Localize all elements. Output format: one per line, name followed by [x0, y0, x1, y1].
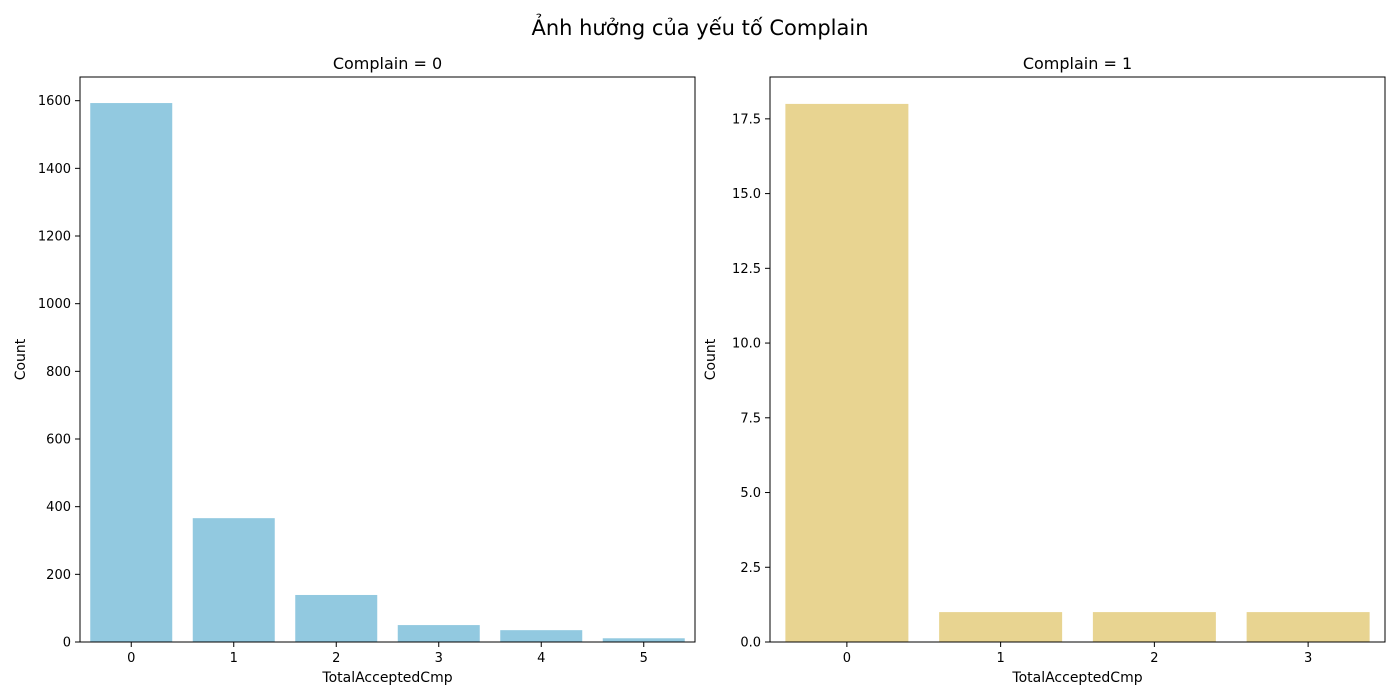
- x-tick-label: 3: [1304, 651, 1312, 666]
- subplot-1: 0 1 2 3 0.0 2.5 5.0 7.5 10.0 12.5 15.0 17.5 TotalAcc…: [703, 54, 1386, 686]
- bar-4: [500, 630, 583, 642]
- bar-5: [602, 638, 685, 642]
- x-tick-label: 0: [127, 651, 135, 666]
- bar-3: [1246, 612, 1370, 642]
- x-tick-label: 2: [1150, 651, 1158, 666]
- bar-2: [1092, 612, 1216, 642]
- y-axis-label: Count: [703, 338, 719, 380]
- bar-2: [295, 594, 378, 642]
- y-tick-label: 600: [46, 433, 71, 448]
- y-tick-label: 1600: [38, 94, 71, 109]
- axes-frame: [769, 76, 1386, 643]
- y-tick-label: 5.0: [740, 486, 761, 501]
- x-tick-label: 1: [996, 651, 1004, 666]
- x-axis-label: TotalAcceptedCmp: [1011, 670, 1142, 686]
- y-tick-label: 0.0: [740, 636, 761, 651]
- figure-suptitle: Ảnh hưởng của yếu tố Complain: [531, 14, 868, 40]
- y-tick-label: 800: [46, 365, 71, 380]
- bar-0: [90, 103, 173, 643]
- y-tick-label: 0: [63, 636, 71, 651]
- bar-3: [397, 625, 480, 642]
- y-tick-label: 10.0: [732, 337, 761, 352]
- y-tick-label: 15.0: [732, 187, 761, 202]
- y-tick-label: 17.5: [732, 112, 761, 127]
- x-tick-label: 3: [435, 651, 443, 666]
- subplot-0: 0 1 2 3 4 5 0 200 400 600 800 1000 1200 1400 1600 Total…: [13, 54, 696, 686]
- y-tick-label: 1000: [38, 297, 71, 312]
- y-tick-label: 200: [46, 568, 71, 583]
- bar-0: [785, 103, 909, 642]
- panels: 0 1 2 3 4 5 0 200 400 600 800 1000 1200 1400 1600 Total…: [13, 54, 1386, 686]
- subplot-title: Complain = 0: [333, 54, 442, 73]
- axes-frame: [79, 76, 696, 643]
- y-tick-label: 1400: [38, 162, 71, 177]
- y-axis-label: Count: [13, 338, 29, 380]
- x-tick-label: 0: [843, 651, 851, 666]
- y-tick-label: 1200: [38, 230, 71, 245]
- y-tick-label: 7.5: [740, 411, 761, 426]
- x-axis-label: TotalAcceptedCmp: [321, 670, 452, 686]
- y-tick-label: 400: [46, 500, 71, 515]
- y-tick-label: 2.5: [740, 561, 761, 576]
- x-tick-label: 1: [230, 651, 238, 666]
- x-tick-label: 5: [640, 651, 648, 666]
- x-tick-label: 2: [332, 651, 340, 666]
- bar-1: [939, 612, 1063, 642]
- bar-1: [192, 518, 275, 642]
- subplot-title: Complain = 1: [1023, 54, 1132, 73]
- x-tick-label: 4: [537, 651, 545, 666]
- y-tick-label: 12.5: [732, 262, 761, 277]
